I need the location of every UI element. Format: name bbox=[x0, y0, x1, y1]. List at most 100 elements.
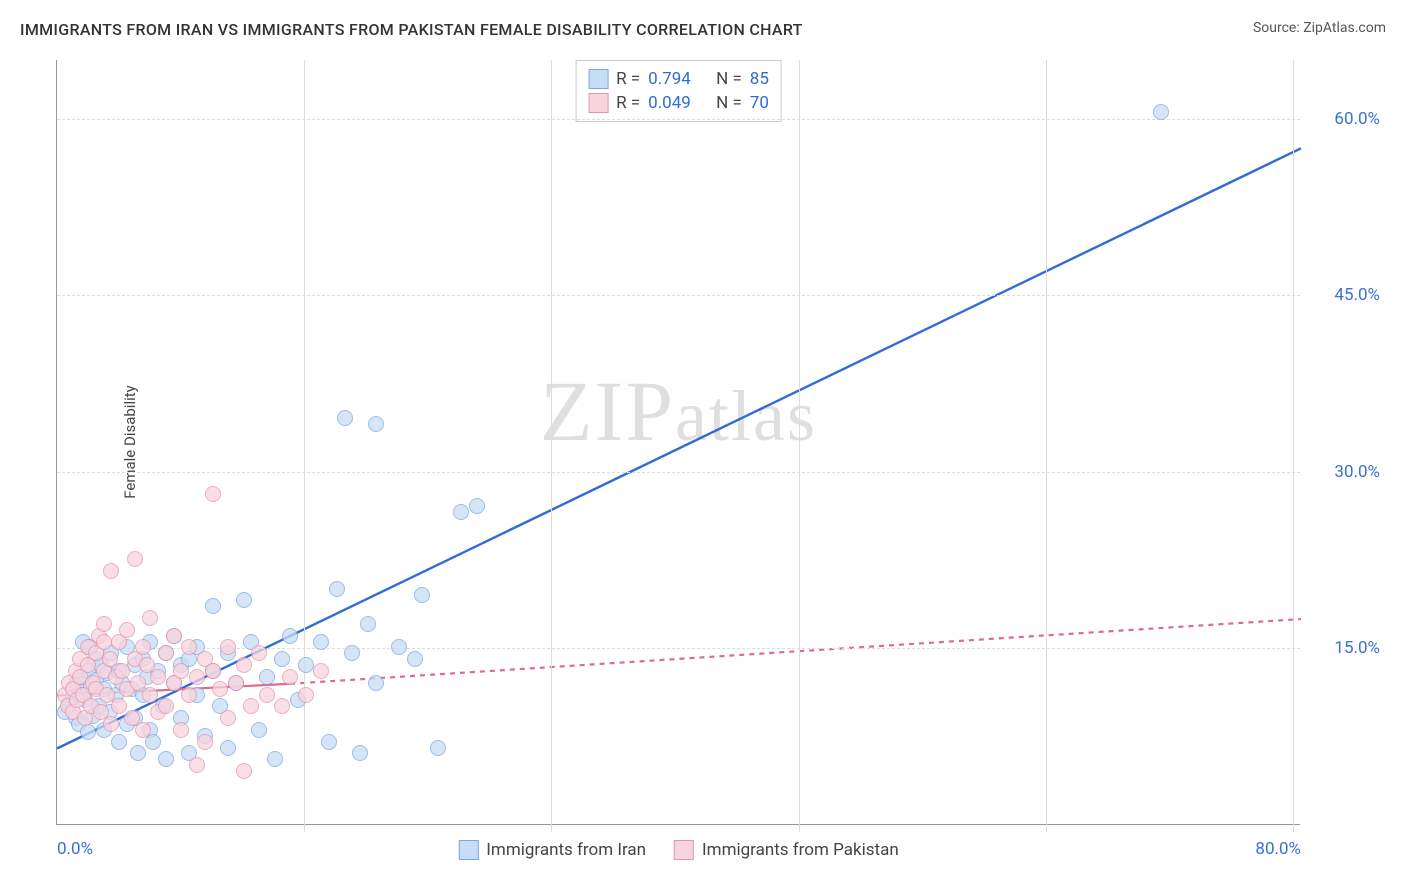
scatter-point bbox=[96, 616, 112, 632]
scatter-point bbox=[189, 757, 205, 773]
legend-swatch bbox=[458, 840, 478, 860]
gridline-horizontal bbox=[57, 648, 1300, 649]
scatter-point bbox=[329, 581, 345, 597]
plot-area: Female Disability ZIPatlas R =0.794N =85… bbox=[56, 60, 1300, 825]
gridline-vertical bbox=[1046, 60, 1047, 832]
scatter-point bbox=[158, 698, 174, 714]
scatter-point bbox=[259, 687, 275, 703]
scatter-point bbox=[414, 587, 430, 603]
scatter-point bbox=[142, 687, 158, 703]
scatter-point bbox=[111, 734, 127, 750]
x-tick-label: 80.0% bbox=[1255, 839, 1301, 859]
scatter-point bbox=[236, 592, 252, 608]
legend-swatch bbox=[588, 93, 608, 113]
scatter-point bbox=[228, 675, 244, 691]
legend-series-label: Immigrants from Iran bbox=[486, 840, 646, 860]
legend-stats-row: R = 0.049 N = 70 bbox=[588, 91, 769, 115]
scatter-point bbox=[135, 639, 151, 655]
scatter-point bbox=[103, 716, 119, 732]
scatter-point bbox=[243, 698, 259, 714]
legend-r-value: 0.794 bbox=[648, 69, 708, 89]
gridline-vertical bbox=[799, 60, 800, 832]
gridline-horizontal bbox=[57, 295, 1300, 296]
scatter-point bbox=[142, 610, 158, 626]
x-tick-label: 0.0% bbox=[57, 839, 93, 859]
scatter-point bbox=[407, 651, 423, 667]
legend-n-value: 70 bbox=[750, 93, 769, 113]
legend-series-item: Immigrants from Pakistan bbox=[674, 840, 899, 860]
scatter-point bbox=[360, 616, 376, 632]
gridline-vertical bbox=[1293, 60, 1294, 832]
chart-title: IMMIGRANTS FROM IRAN VS IMMIGRANTS FROM … bbox=[20, 20, 803, 39]
legend-n-label: N = bbox=[716, 93, 742, 113]
scatter-point bbox=[181, 687, 197, 703]
trend-line bbox=[290, 619, 1301, 684]
scatter-point bbox=[267, 751, 283, 767]
scatter-point bbox=[158, 751, 174, 767]
scatter-point bbox=[166, 628, 182, 644]
legend-n-value: 85 bbox=[750, 69, 769, 89]
source-link[interactable]: ZipAtlas.com bbox=[1303, 20, 1386, 36]
scatter-point bbox=[197, 734, 213, 750]
source-attribution: Source: ZipAtlas.com bbox=[1253, 20, 1386, 36]
legend-series-label: Immigrants from Pakistan bbox=[702, 840, 899, 860]
scatter-point bbox=[1153, 104, 1169, 120]
gridline-horizontal bbox=[57, 119, 1300, 120]
scatter-point bbox=[205, 663, 221, 679]
scatter-point bbox=[274, 651, 290, 667]
legend-stats: R = 0.794 N = 85 R = 0.049 N = 70 bbox=[575, 60, 782, 122]
legend-r-value: 0.049 bbox=[648, 93, 708, 113]
scatter-point bbox=[103, 563, 119, 579]
scatter-point bbox=[236, 763, 252, 779]
scatter-point bbox=[251, 645, 267, 661]
scatter-point bbox=[236, 657, 252, 673]
scatter-point bbox=[130, 745, 146, 761]
scatter-point bbox=[150, 669, 166, 685]
scatter-point bbox=[282, 669, 298, 685]
legend-n-label: N = bbox=[716, 69, 742, 89]
scatter-point bbox=[205, 486, 221, 502]
y-tick-label: 60.0% bbox=[1310, 109, 1380, 129]
scatter-point bbox=[282, 628, 298, 644]
scatter-point bbox=[368, 416, 384, 432]
scatter-point bbox=[135, 722, 151, 738]
scatter-point bbox=[274, 698, 290, 714]
scatter-point bbox=[127, 551, 143, 567]
scatter-point bbox=[220, 710, 236, 726]
scatter-point bbox=[158, 645, 174, 661]
scatter-point bbox=[368, 675, 384, 691]
scatter-point bbox=[212, 681, 228, 697]
scatter-point bbox=[205, 598, 221, 614]
scatter-point bbox=[220, 740, 236, 756]
scatter-point bbox=[173, 663, 189, 679]
y-tick-label: 45.0% bbox=[1310, 285, 1380, 305]
scatter-point bbox=[145, 734, 161, 750]
gridline-vertical bbox=[551, 60, 552, 832]
legend-stats-row: R = 0.794 N = 85 bbox=[588, 67, 769, 91]
scatter-point bbox=[96, 634, 112, 650]
scatter-point bbox=[259, 669, 275, 685]
scatter-point bbox=[430, 740, 446, 756]
scatter-point bbox=[453, 504, 469, 520]
scatter-point bbox=[352, 745, 368, 761]
scatter-point bbox=[298, 687, 314, 703]
scatter-point bbox=[114, 663, 130, 679]
scatter-point bbox=[119, 622, 135, 638]
scatter-point bbox=[298, 657, 314, 673]
legend-r-label: R = bbox=[616, 93, 640, 113]
y-tick-label: 30.0% bbox=[1310, 462, 1380, 482]
chart-container: IMMIGRANTS FROM IRAN VS IMMIGRANTS FROM … bbox=[0, 0, 1406, 892]
legend-swatch bbox=[588, 69, 608, 89]
scatter-point bbox=[313, 634, 329, 650]
gridline-horizontal bbox=[57, 472, 1300, 473]
scatter-point bbox=[173, 722, 189, 738]
scatter-point bbox=[181, 639, 197, 655]
scatter-point bbox=[313, 663, 329, 679]
scatter-point bbox=[189, 669, 205, 685]
scatter-point bbox=[321, 734, 337, 750]
source-prefix: Source: bbox=[1253, 20, 1303, 36]
scatter-point bbox=[469, 498, 485, 514]
legend-r-label: R = bbox=[616, 69, 640, 89]
scatter-point bbox=[80, 724, 96, 740]
legend-swatch bbox=[674, 840, 694, 860]
